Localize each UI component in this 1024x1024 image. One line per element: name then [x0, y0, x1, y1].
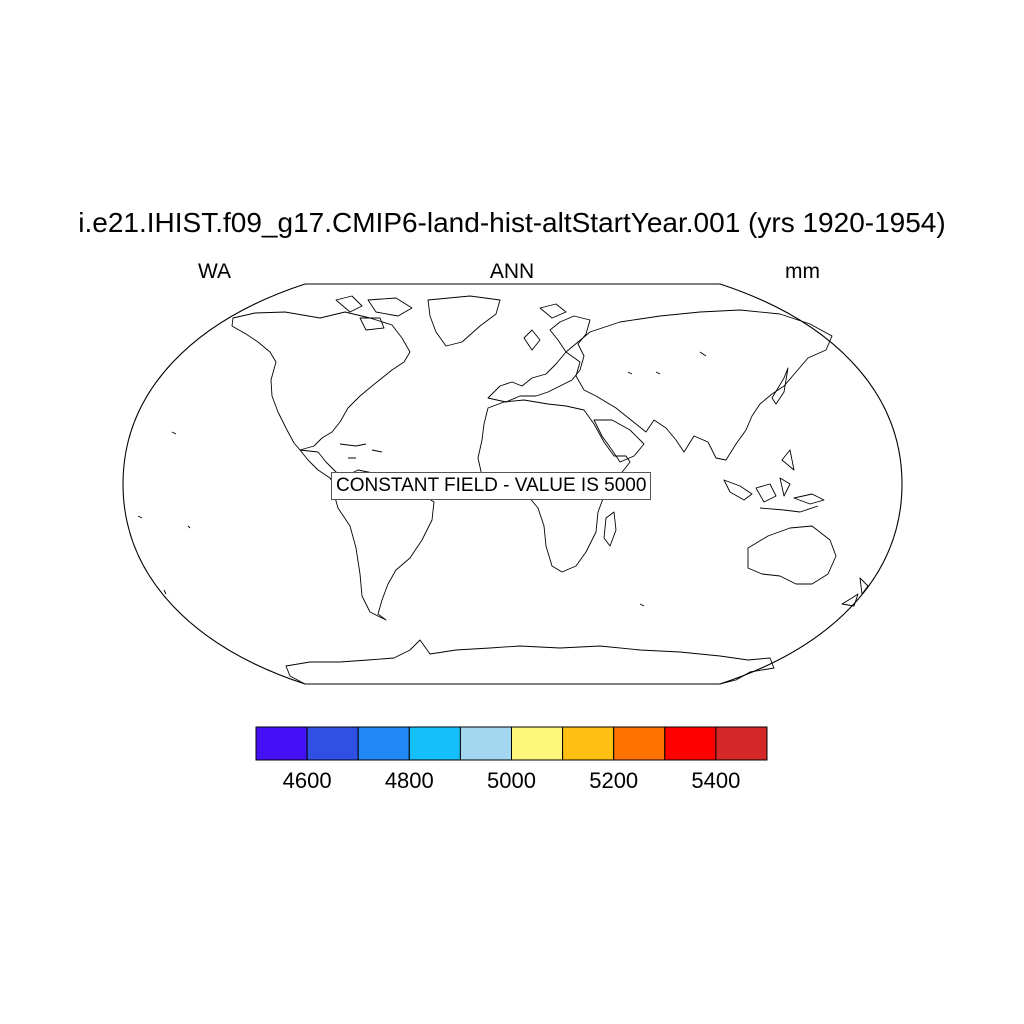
constant-field-notice: CONSTANT FIELD - VALUE IS 5000	[331, 472, 652, 500]
arabia-outline	[593, 419, 645, 463]
asia-outline	[565, 309, 833, 461]
indonesia-outline	[723, 449, 825, 513]
europe-outline	[487, 303, 591, 403]
new-zealand-outline	[841, 577, 869, 607]
australia-outline	[747, 525, 837, 585]
colorbar-tick-label: 5400	[691, 768, 740, 793]
colorbar-box	[306, 726, 359, 761]
colorbar-box	[408, 726, 461, 761]
small-islands-outline	[137, 351, 707, 607]
colorbar-tick-label: 4800	[385, 768, 434, 793]
arctic-islands-outline	[335, 295, 413, 331]
colorbar-box	[562, 726, 615, 761]
colorbar-box	[255, 726, 308, 761]
colorbar-box	[664, 726, 717, 761]
plot-title: i.e21.IHIST.f09_g17.CMIP6-land-hist-altS…	[78, 207, 946, 238]
colorbar-tick-label: 5000	[487, 768, 536, 793]
colorbar-box	[357, 726, 410, 761]
greenland-outline	[427, 295, 501, 347]
madagascar-outline	[603, 511, 617, 547]
colorbar-box	[715, 726, 768, 761]
japan-outline	[771, 367, 789, 405]
antarctica-outline	[285, 639, 775, 685]
colorbar-tick-label: 4600	[283, 768, 332, 793]
colorbar-box	[459, 726, 512, 761]
season-label: ANN	[489, 260, 535, 283]
variable-label: WA	[198, 260, 232, 283]
colorbar-box	[613, 726, 666, 761]
colorbar-box	[511, 726, 564, 761]
units-label: mm	[785, 260, 820, 283]
colorbar-tick-label: 5200	[589, 768, 638, 793]
